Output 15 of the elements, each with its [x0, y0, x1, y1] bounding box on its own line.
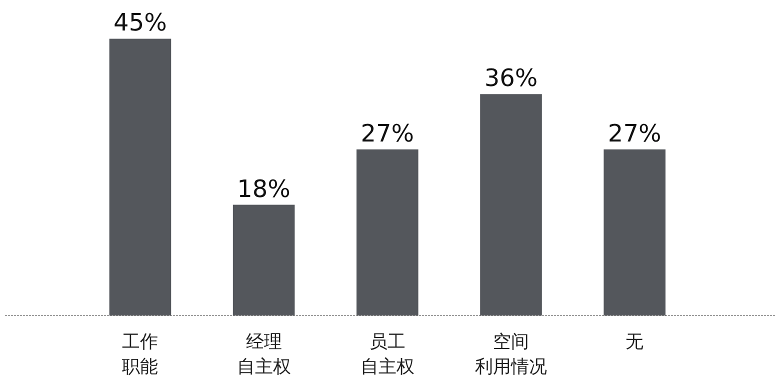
x-tick-label: 工作职能 [122, 332, 158, 378]
data-label: 27% [608, 119, 662, 148]
data-label: 36% [484, 64, 538, 92]
x-tick-label: 经理自主权 [236, 332, 291, 378]
bar [356, 149, 418, 316]
x-tick-label: 员工自主权 [360, 332, 414, 378]
x-tick-label: 空间利用情况 [475, 332, 548, 378]
data-label: 27% [360, 119, 414, 148]
bar [109, 38, 172, 316]
x-tick-label: 无 [626, 332, 644, 352]
bar [604, 149, 666, 316]
data-label: 45% [114, 8, 167, 37]
data-label: 18% [237, 174, 290, 203]
bar [232, 204, 295, 316]
bar [480, 94, 542, 316]
